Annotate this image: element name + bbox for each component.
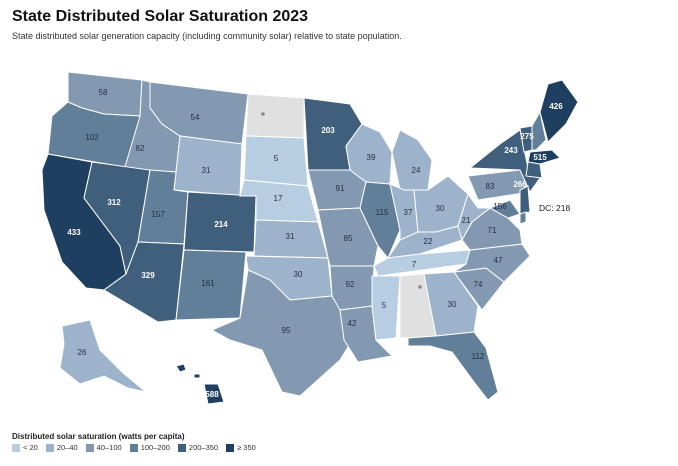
state-me[interactable] — [539, 79, 579, 143]
state-ga[interactable] — [423, 271, 479, 337]
state-value-ca: 433 — [67, 228, 81, 237]
state-value-vt: 275 — [520, 132, 534, 141]
state-value-wi: 39 — [367, 153, 376, 162]
legend-swatch — [45, 443, 54, 452]
state-value-ks: 31 — [286, 232, 295, 241]
state-value-mt: 54 — [191, 113, 200, 122]
state-value-mi: 24 — [412, 166, 421, 175]
no-data-marker-nd — [261, 112, 265, 116]
legend-swatch — [129, 443, 138, 452]
legend-label: 200–350 — [188, 443, 219, 452]
state-ky[interactable] — [386, 225, 463, 259]
state-value-ut: 157 — [151, 210, 165, 219]
state-nh[interactable] — [531, 110, 547, 151]
state-value-ny: 243 — [504, 146, 518, 155]
legend-item: 100–200 — [129, 443, 170, 452]
state-wi[interactable] — [345, 123, 393, 185]
state-value-mn: 203 — [321, 126, 335, 135]
no-data-marker-al — [418, 285, 422, 289]
state-value-nc: 47 — [494, 256, 503, 265]
state-value-mo: 85 — [344, 234, 353, 243]
state-fl[interactable] — [407, 331, 499, 401]
state-value-oh: 30 — [436, 204, 445, 213]
state-value-ia: 91 — [336, 184, 345, 193]
legend-item: 40–100 — [85, 443, 122, 452]
state-value-tx: 95 — [282, 326, 291, 335]
state-value-in: 37 — [404, 208, 413, 217]
state-value-az: 329 — [141, 271, 155, 280]
state-value-wv: 21 — [462, 216, 471, 225]
state-mi[interactable] — [391, 129, 433, 191]
state-value-pa: 83 — [486, 182, 495, 191]
legend-label: 20–40 — [56, 443, 78, 452]
state-value-ok: 30 — [294, 270, 303, 279]
state-ak[interactable] — [59, 319, 147, 393]
state-value-wa: 58 — [99, 88, 108, 97]
legend-label: 100–200 — [140, 443, 170, 452]
state-value-ga: 30 — [448, 300, 457, 309]
legend-label: < 20 — [23, 443, 38, 452]
state-value-ne: 17 — [274, 194, 283, 203]
state-ms[interactable] — [371, 275, 401, 341]
dc-label: DC: 218 — [539, 203, 570, 213]
legend-item: ≥ 350 — [226, 443, 256, 452]
state-value-ma: 515 — [533, 153, 547, 162]
legend-swatch — [177, 443, 186, 452]
state-ma[interactable] — [527, 149, 561, 165]
legend: < 20 20–40 40–100 100–200 200–350 ≥ 350 — [12, 443, 256, 452]
legend-item: 20–40 — [45, 443, 78, 452]
legend-label: 40–100 — [96, 443, 122, 452]
states-layer — [41, 71, 579, 405]
state-nj[interactable] — [519, 185, 531, 215]
state-value-ms: 5 — [382, 301, 387, 310]
state-de[interactable] — [519, 211, 527, 225]
state-value-me: 426 — [549, 102, 563, 111]
state-tx[interactable] — [210, 269, 357, 397]
state-value-il: 115 — [376, 208, 389, 217]
legend-swatch — [12, 443, 20, 452]
state-value-ak: 26 — [78, 348, 87, 357]
state-value-id: 82 — [136, 144, 145, 153]
labels-layer: 58 102 433 82 312 54 31 157 329 214 161 5 17 31 30 95 20… — [67, 88, 563, 399]
page-subtitle: State distributed solar generation capac… — [12, 31, 402, 41]
state-value-ct: 266 — [513, 180, 527, 189]
legend-item: 200–350 — [177, 443, 219, 452]
state-value-ar: 92 — [346, 280, 355, 289]
state-hi[interactable] — [175, 363, 225, 405]
state-value-md: 156 — [493, 202, 507, 211]
state-nd[interactable] — [245, 93, 305, 139]
legend-swatch — [85, 443, 94, 452]
legend-title: Distributed solar saturation (watts per … — [12, 432, 185, 441]
state-value-hi: 588 — [205, 390, 219, 399]
state-value-ky: 22 — [424, 237, 433, 246]
legend-item: < 20 — [12, 443, 38, 452]
state-value-la: 42 — [348, 319, 357, 328]
legend-label: ≥ 350 — [237, 443, 256, 452]
state-value-wy: 31 — [202, 166, 211, 175]
state-value-sc: 74 — [474, 280, 483, 289]
state-value-sd: 5 — [274, 154, 279, 163]
state-value-co: 214 — [214, 220, 228, 229]
state-value-fl: 112 — [472, 352, 485, 361]
state-value-nm: 161 — [201, 279, 215, 288]
state-value-or: 102 — [85, 133, 99, 142]
page-title: State Distributed Solar Saturation 2023 — [12, 8, 309, 25]
state-value-va: 71 — [488, 226, 497, 235]
state-value-tn: 7 — [412, 260, 417, 269]
legend-swatch — [226, 443, 235, 452]
state-value-nv: 312 — [107, 198, 121, 207]
state-ct[interactable] — [525, 161, 543, 179]
